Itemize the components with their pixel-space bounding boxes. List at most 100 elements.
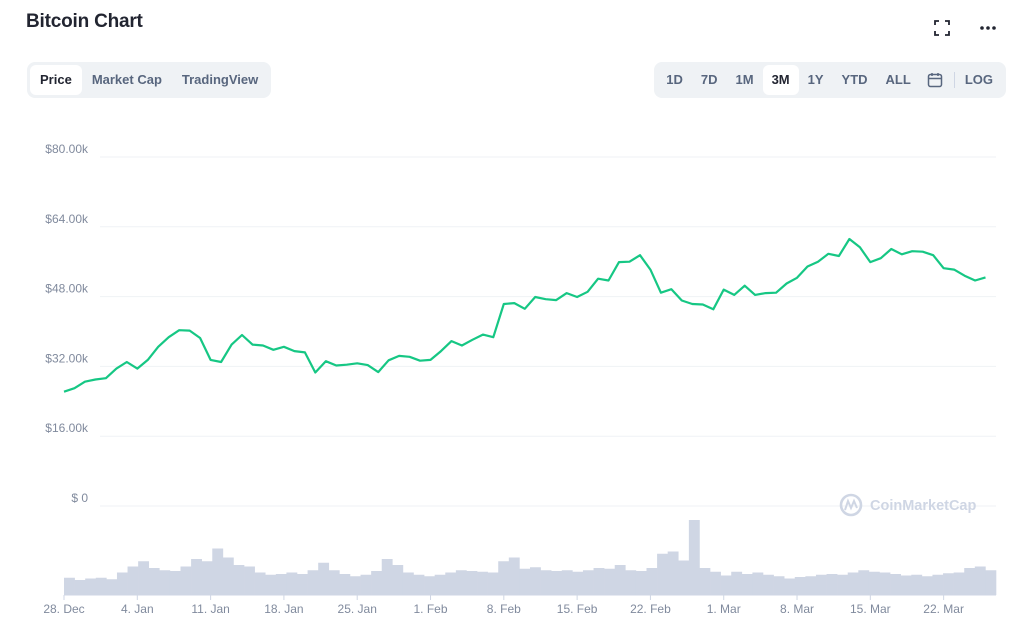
time-range-selector: 1D 7D 1M 3M 1Y YTD ALL LOG: [654, 62, 1006, 98]
volume-bar: [773, 576, 785, 595]
volume-bar: [307, 570, 319, 595]
volume-bar: [699, 568, 711, 595]
volume-bar: [148, 568, 160, 595]
volume-bar: [106, 579, 118, 595]
volume-bar: [477, 571, 488, 595]
range-1m[interactable]: 1M: [735, 72, 754, 87]
volume-bar: [445, 572, 457, 595]
volume-bar: [127, 566, 139, 595]
chart-type-tabs: Price Market Cap TradingView: [27, 62, 272, 98]
volume-bar: [487, 572, 499, 595]
tab-market-cap[interactable]: Market Cap: [91, 72, 162, 87]
volume-bar: [371, 571, 383, 595]
price-line: [63, 237, 986, 393]
volume-bar: [138, 561, 150, 595]
volume-bar: [116, 572, 128, 595]
range-divider: [953, 72, 955, 88]
range-3m[interactable]: 3M: [762, 65, 799, 95]
volume-bar: [794, 577, 806, 595]
volume-bar: [424, 576, 435, 595]
volume-bar: [74, 580, 86, 595]
volume-bar: [784, 578, 796, 595]
page-title: Bitcoin Chart: [26, 11, 143, 32]
volume-bar: [646, 568, 658, 595]
volume-bar: [318, 562, 330, 595]
x-tick-label: 1. Mar: [707, 602, 741, 616]
x-tick-label: 1. Feb: [414, 602, 448, 616]
volume-bar: [593, 568, 605, 595]
volume-bar: [286, 572, 298, 595]
volume-bar: [921, 576, 933, 595]
volume-bar: [561, 570, 573, 595]
watermark-text: CoinMarketCap: [870, 498, 976, 514]
fullscreen-icon[interactable]: [932, 18, 952, 38]
volume-bar: [180, 566, 192, 595]
volume-bar: [582, 570, 594, 595]
volume-bar: [900, 575, 912, 595]
range-all[interactable]: ALL: [885, 72, 911, 87]
volume-bar: [572, 571, 584, 595]
range-ytd[interactable]: YTD: [841, 72, 868, 87]
volume-bar: [720, 575, 732, 595]
range-7d[interactable]: 7D: [700, 72, 718, 87]
volume-bar: [667, 551, 679, 595]
volume-bar: [159, 570, 171, 595]
volume-bar: [858, 570, 870, 595]
range-1y[interactable]: 1Y: [807, 72, 824, 87]
x-tick-label: 22. Feb: [630, 602, 671, 616]
volume-bar: [688, 520, 700, 595]
header-actions: [932, 18, 998, 38]
watermark: CoinMarketCap: [839, 493, 976, 517]
tab-tradingview[interactable]: TradingView: [181, 72, 259, 87]
y-tick-label: $48.00k: [45, 282, 89, 296]
volume-bar: [508, 557, 520, 595]
volume-bar: [731, 571, 743, 595]
volume-bar: [498, 561, 510, 595]
volume-bar: [657, 553, 668, 595]
volume-bar: [614, 565, 626, 595]
volume-bar: [953, 572, 965, 595]
y-tick-label: $64.00k: [45, 212, 89, 226]
range-1d[interactable]: 1D: [666, 72, 683, 87]
volume-bar: [847, 572, 859, 595]
volume-bar: [890, 574, 901, 595]
calendar-icon[interactable]: [920, 65, 950, 95]
volume-bar: [752, 572, 764, 595]
volume-bar: [95, 577, 107, 595]
volume-bar: [169, 571, 181, 595]
volume-bar: [64, 577, 75, 595]
x-tick-label: 8. Feb: [487, 602, 521, 616]
volume-bar: [826, 574, 838, 595]
volume-bar: [191, 559, 202, 595]
volume-bar: [466, 571, 478, 595]
volume-bar: [328, 570, 340, 595]
volume-bar: [678, 560, 690, 595]
volume-bar: [381, 559, 393, 595]
volume-bar: [265, 574, 277, 595]
volume-bar: [339, 574, 351, 595]
volume-bar: [911, 574, 923, 595]
volume-bar: [254, 572, 266, 595]
x-tick-label: 11. Jan: [191, 602, 229, 616]
volume-bar: [360, 574, 372, 595]
volume-bar: [985, 570, 997, 595]
x-tick-label: 28. Dec: [43, 602, 84, 616]
more-icon[interactable]: [978, 18, 998, 38]
volume-bar: [879, 572, 891, 595]
tab-price[interactable]: Price: [30, 65, 82, 95]
volume-bar: [540, 570, 552, 595]
y-tick-label: $80.00k: [45, 142, 89, 156]
volume-bar: [275, 574, 287, 595]
volume-bar: [551, 571, 563, 595]
volume-bar: [413, 574, 425, 595]
volume-bar: [519, 568, 531, 595]
x-tick-label: 15. Feb: [557, 602, 598, 616]
volume-bar: [455, 570, 467, 595]
volume-bar: [233, 565, 245, 595]
volume-bar: [297, 574, 308, 595]
log-scale-toggle[interactable]: LOG: [964, 72, 993, 87]
y-tick-label: $16.00k: [45, 421, 89, 435]
volume-bar: [710, 571, 721, 595]
volume-bar: [815, 574, 827, 595]
